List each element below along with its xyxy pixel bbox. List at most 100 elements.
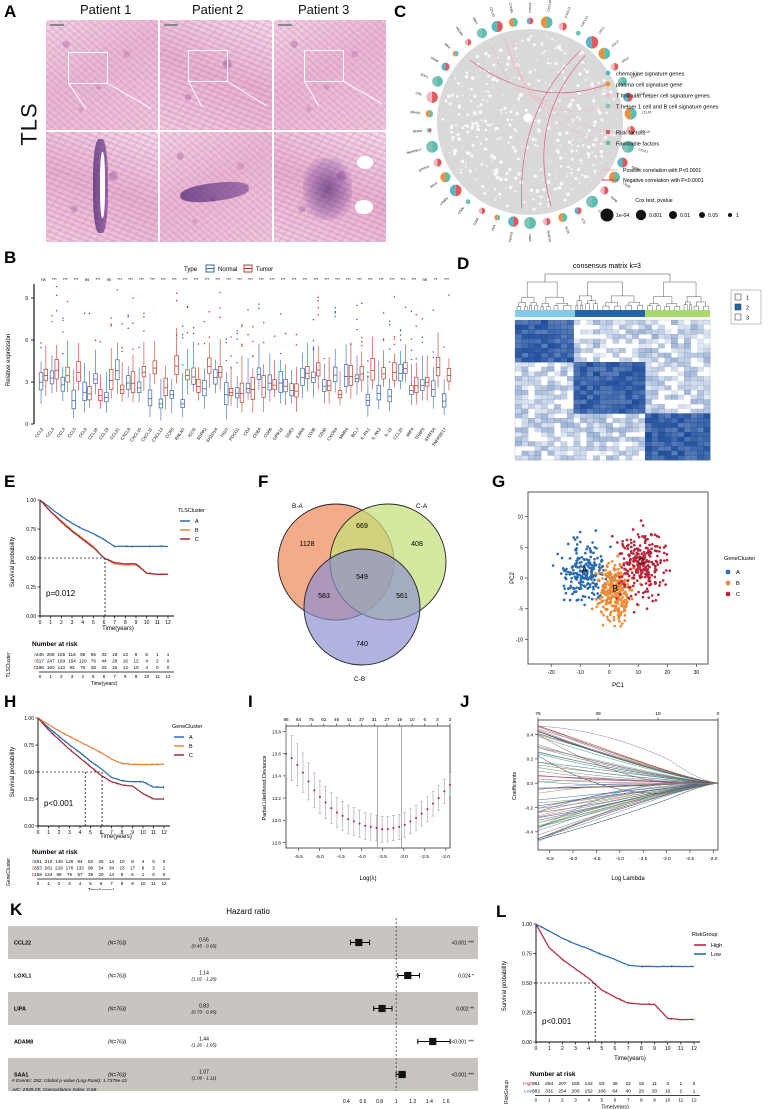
pca-point (592, 566, 595, 570)
pca-point (575, 598, 579, 602)
panel-d-svg: consensus matrix k=3 1 2 3 (514, 263, 762, 461)
consensus-cell (632, 399, 639, 405)
consensus-cell (632, 446, 639, 452)
consensus-cell (664, 362, 672, 368)
pca-point (625, 600, 629, 604)
circos-inner-dot (555, 169, 558, 171)
risk-count: 0 (693, 1081, 696, 1087)
risk-count: 210 (45, 859, 53, 864)
pca-point (656, 593, 660, 597)
consensus-cell (567, 348, 574, 354)
pca-point (643, 575, 647, 579)
consensus-cell (697, 413, 704, 419)
consensus-cell (606, 427, 613, 433)
consensus-cell (658, 427, 665, 433)
consensus-cell (515, 338, 522, 344)
consensus-cell (651, 390, 659, 396)
boxplot-outlier (262, 321, 265, 324)
circos-node-left (464, 39, 468, 46)
consensus-cell (697, 432, 704, 438)
panel-d-label: D (457, 254, 470, 273)
consensus-cell (697, 380, 704, 386)
km-plot-h: 0.000.250.500.751.000 1 2 3 4 5 6 7 8 9 10 11 12 (24, 716, 170, 836)
pca-point (618, 564, 622, 567)
consensus-cell (521, 343, 529, 349)
panel-e-xlabel: Time(years) (102, 626, 134, 632)
consensus-cell (573, 408, 581, 414)
forest-hr: 0.83 (199, 1004, 209, 1010)
roi-box (68, 52, 108, 84)
circos-inner-dot (477, 62, 480, 66)
forest-point-estimate (355, 938, 363, 947)
circos-inner-dot (472, 110, 477, 115)
pca-point (638, 555, 642, 558)
consensus-cell (690, 422, 698, 428)
pca-point (590, 566, 593, 570)
pca-point (588, 585, 592, 589)
consensus-cell (690, 408, 698, 414)
circos-inner-dot (483, 147, 487, 151)
consensus-cell (645, 343, 652, 349)
risk-count: 75 (67, 872, 73, 877)
consensus-cell (515, 436, 522, 442)
consensus-cell (645, 385, 652, 391)
circos-inner-dot (579, 158, 583, 162)
pca-point (620, 552, 624, 555)
pca-point (662, 559, 666, 563)
consensus-cell (560, 352, 568, 358)
circos-inner-dot (498, 48, 503, 53)
boxplot-box (218, 366, 223, 378)
circos-node-right (432, 91, 438, 103)
circos-inner-dot (486, 100, 489, 103)
circos-inner-dot (537, 119, 541, 123)
pca-point (589, 550, 593, 554)
consensus-cell (625, 390, 633, 396)
consensus-cell (658, 432, 665, 438)
boxplot-box (98, 389, 103, 401)
pca-point (641, 524, 645, 527)
venn-count-all-three: 549 (356, 574, 368, 581)
consensus-cell (580, 338, 587, 344)
circos-inner-dot (460, 168, 463, 171)
coef-ytick: 0.0 (527, 781, 534, 786)
km-xtick: 4 (81, 620, 84, 626)
circos-inner-dot (574, 176, 578, 181)
km-xtick: 5 (92, 620, 95, 626)
consensus-cell (593, 408, 600, 414)
consensus-cell (554, 352, 561, 358)
km-xtick: 11 (155, 620, 160, 626)
legend-positive-corr: Positive correlation with P<0.0001 (623, 168, 701, 174)
panel-l-legend: RiskGroup High Low (692, 932, 722, 958)
consensus-cell (521, 334, 529, 340)
pca-point (600, 595, 604, 599)
pca-point (575, 536, 579, 539)
consensus-cell (703, 432, 711, 438)
consensus-cell (515, 329, 522, 335)
pca-point (658, 546, 662, 549)
pca-point (595, 605, 599, 609)
consensus-cell (651, 357, 659, 363)
boxplot-outlier (258, 307, 260, 310)
consensus-cell (697, 343, 704, 349)
pca-point (644, 572, 647, 576)
forest-xtick: 1.6 (443, 1099, 450, 1105)
risk-xtick: 10 (140, 881, 146, 886)
consensus-cell (651, 455, 659, 461)
consensus-cell (521, 380, 529, 386)
circos-inner-dot (532, 43, 536, 47)
deviance-point (324, 801, 327, 804)
circos-inner-dot (466, 113, 469, 117)
circos-node-right (622, 157, 628, 168)
consensus-cell (534, 324, 542, 330)
risk-count: 170 (66, 866, 74, 871)
deviance-xtick: -3.5 (379, 854, 388, 860)
boxplot-outlier (236, 338, 238, 340)
boxplot-outlier (241, 324, 243, 326)
boxplot-outlier (393, 343, 396, 346)
boxplot-outlier (432, 356, 435, 359)
circos-inner-dot (599, 150, 604, 154)
deviance-point (341, 814, 344, 817)
circos-inner-dot (518, 94, 522, 98)
km-xtick: 3 (574, 1046, 577, 1052)
circos-node-right (622, 76, 628, 86)
